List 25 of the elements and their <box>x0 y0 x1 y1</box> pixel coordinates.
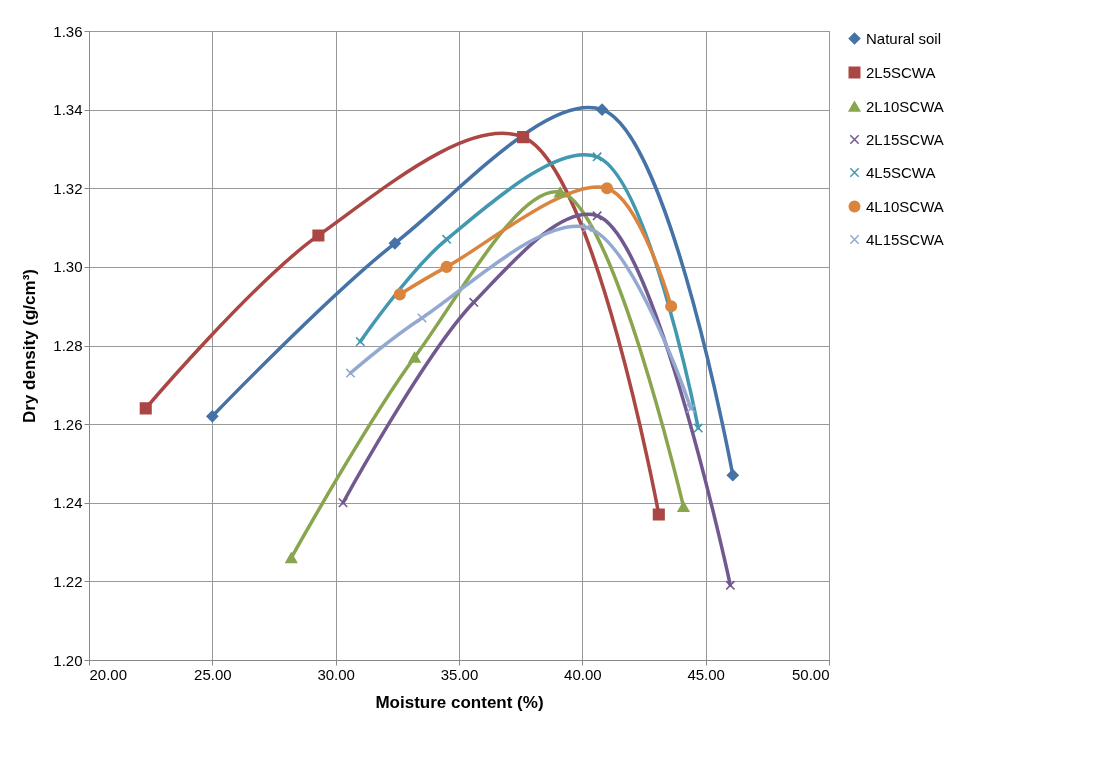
legend-label: 2L15SCWA <box>866 130 944 148</box>
x-tick-label: 40.00 <box>564 665 602 683</box>
y-tick-label: 1.30 <box>53 258 83 276</box>
legend-label: 2L5SCWA <box>866 63 936 81</box>
legend-label: Natural soil <box>866 29 942 47</box>
y-tick-label: 1.34 <box>53 101 83 119</box>
y-tick-label: 1.32 <box>53 179 83 197</box>
y-tick-label: 1.28 <box>53 337 83 354</box>
x-tick-label: 30.00 <box>317 665 355 683</box>
legend-label: 4L15SCWA <box>866 230 944 248</box>
x-axis-title: Moisture content (%) <box>375 692 544 712</box>
y-tick-label: 1.36 <box>53 22 83 40</box>
y-tick-label: 1.20 <box>53 651 83 669</box>
x-tick-label: 25.00 <box>194 665 232 683</box>
legend-label: 2L10SCWA <box>866 97 944 115</box>
y-tick-label: 1.24 <box>53 494 83 512</box>
y-axis-title: Dry density (g/cm³) <box>20 269 40 423</box>
y-tick-label: 1.26 <box>53 415 83 433</box>
legend-label: 4L10SCWA <box>866 197 944 215</box>
legend-label: 4L5SCWA <box>866 163 936 181</box>
x-tick-label: 35.00 <box>440 665 479 683</box>
x-tick-label: 45.00 <box>687 665 725 683</box>
x-tick-label: 20.00 <box>89 665 128 683</box>
x-tick-label: 50.00 <box>791 665 830 683</box>
y-tick-label: 1.22 <box>53 572 83 590</box>
